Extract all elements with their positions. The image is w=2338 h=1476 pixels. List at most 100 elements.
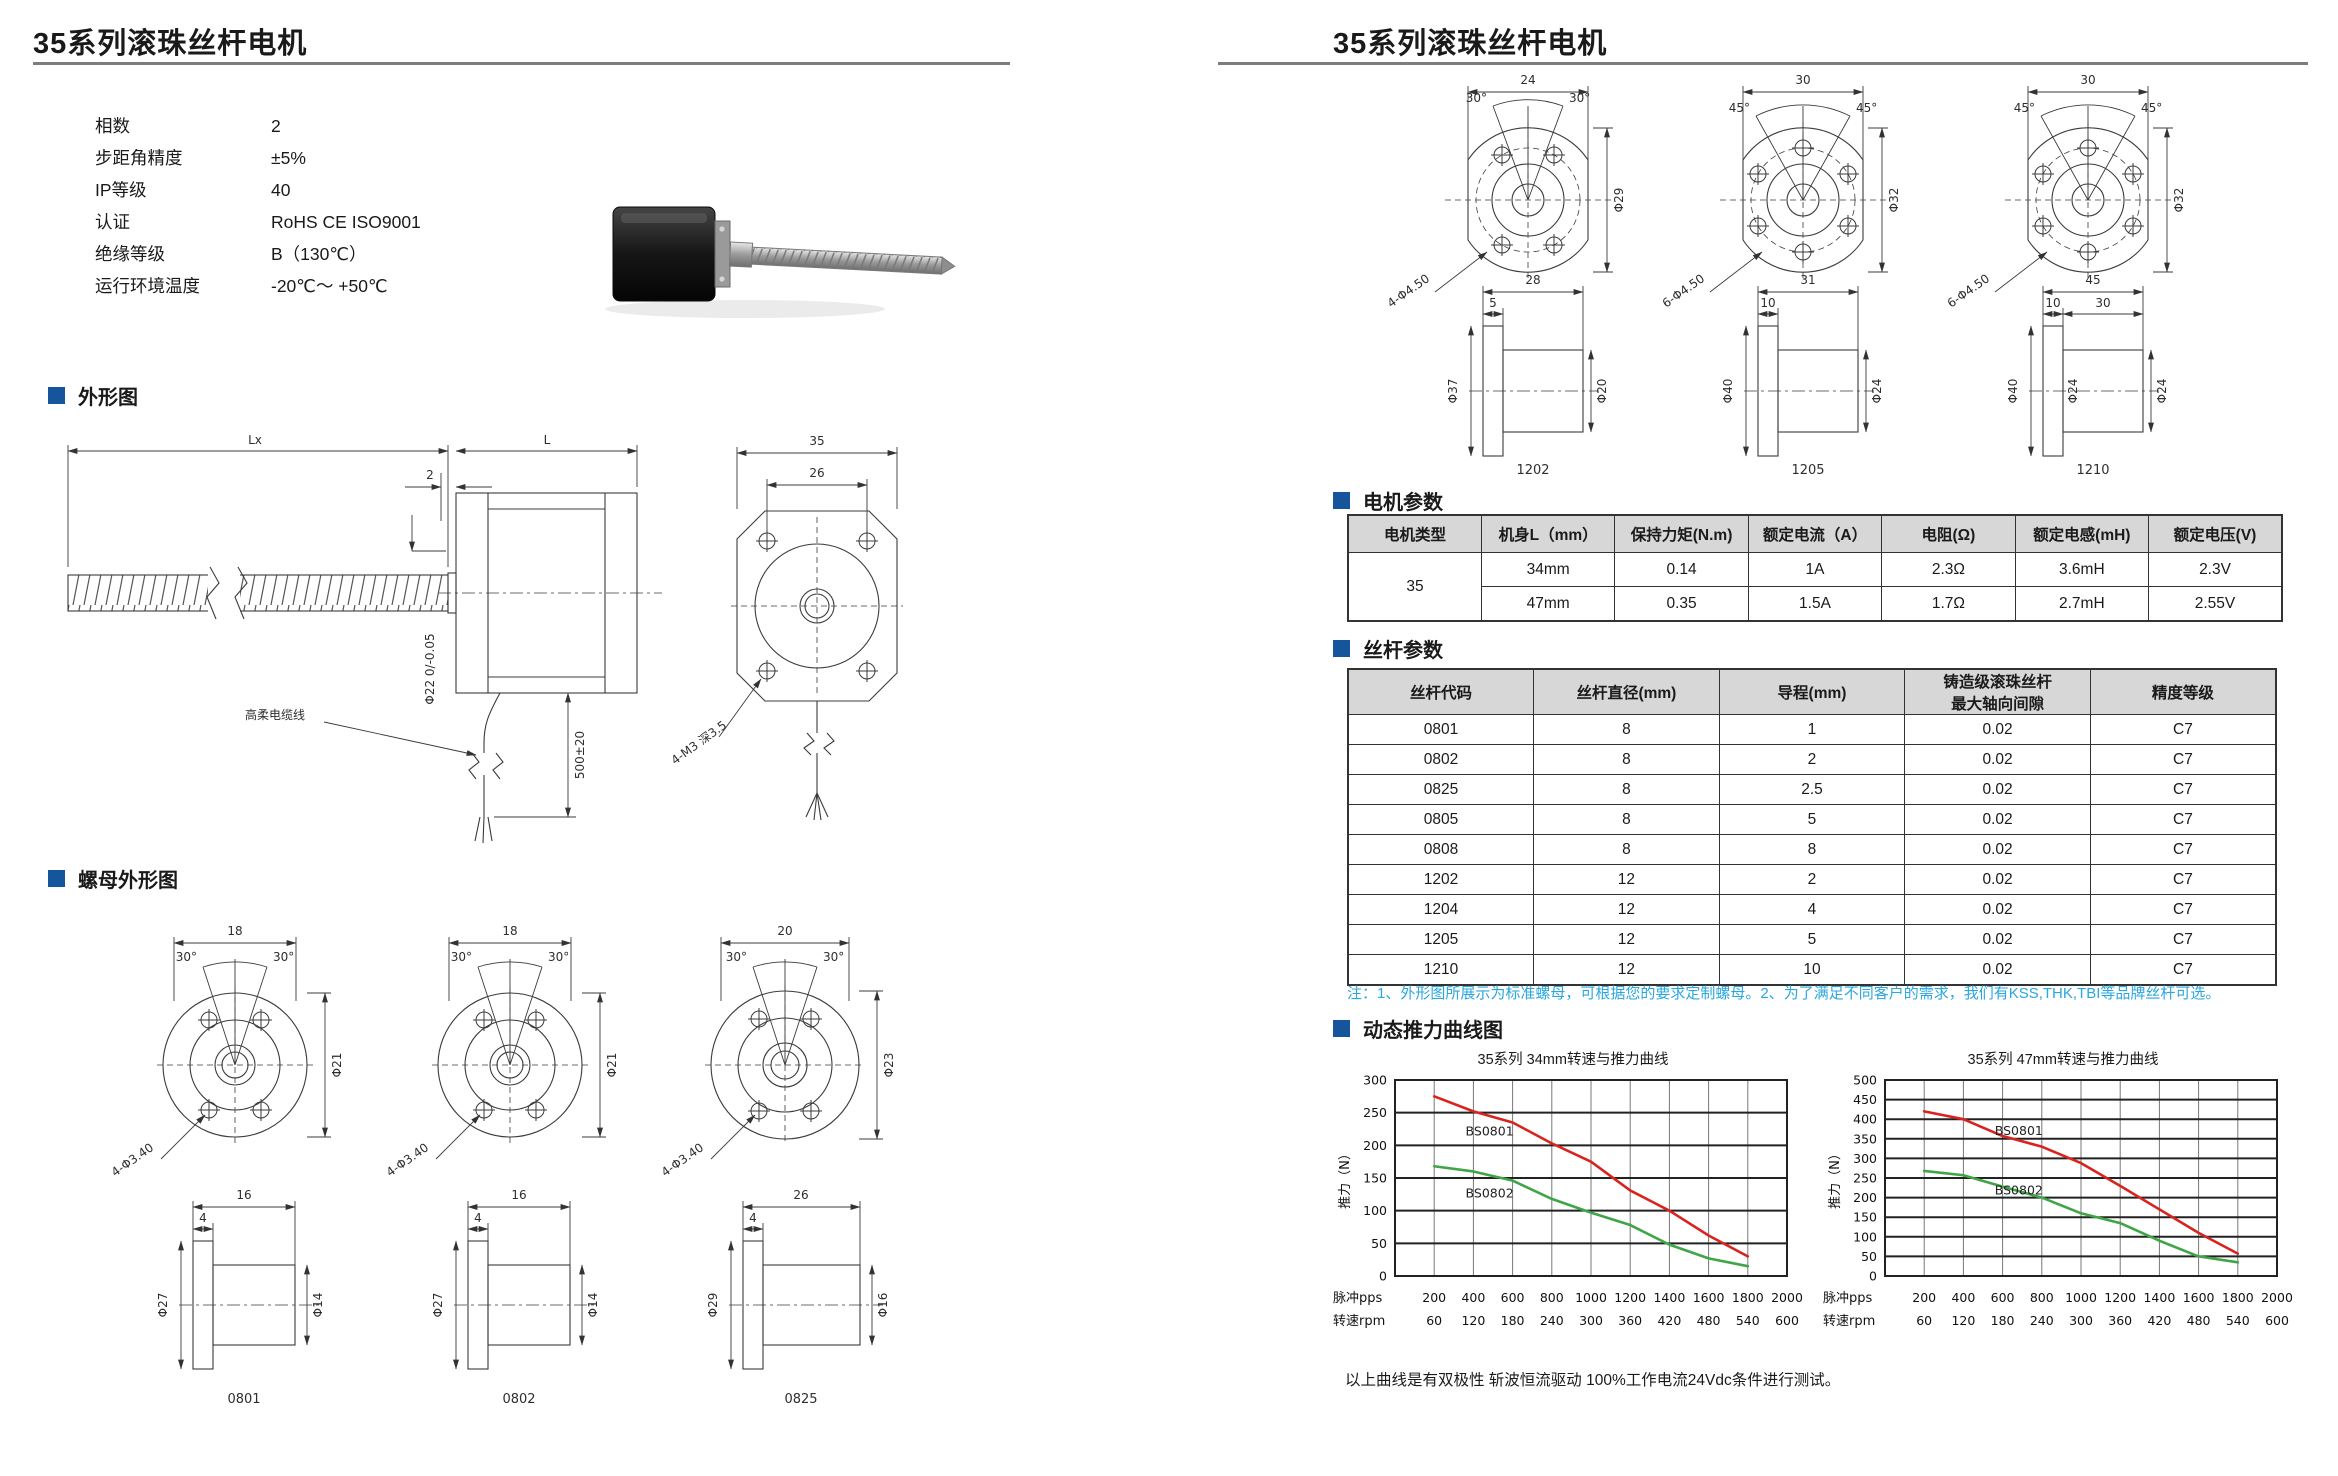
col-header: 额定电感(mH) — [2014, 514, 2150, 553]
col-header: 丝杆直径(mm) — [1533, 668, 1720, 715]
dim-flange-dia: Φ21 — [330, 1053, 344, 1078]
cell: 10 — [1718, 954, 1906, 986]
flange-code: 1210 — [2076, 463, 2109, 478]
nut-code: 0801 — [227, 1392, 260, 1407]
section-label: 外形图 — [78, 387, 138, 409]
dim-angle-right: 30° — [273, 950, 294, 964]
dim-top: 18 — [227, 924, 242, 938]
svg-text:200: 200 — [1363, 1138, 1387, 1153]
svg-text:BS0802: BS0802 — [1995, 1182, 2043, 1197]
chart-title: 35系列 47mm转速与推力曲线 — [1967, 1052, 2159, 1068]
flange-drawing-1205: 30 45° 45° Φ32 6-Φ4.50 31 10 Φ40 Φ24 120… — [1660, 73, 1901, 478]
dim-side-step: 4 — [199, 1211, 207, 1225]
thrust-chart-47mm-plot: 0 50 100 150 200 250 300 350 400 450 500 推力（N） 脉冲pps… — [1823, 1073, 2293, 1330]
dim-top: 24 — [1520, 73, 1535, 87]
dim-angle-left: 45° — [2014, 101, 2035, 115]
spec-row: 相数 2 — [95, 110, 421, 142]
spec-value: RoHS CE ISO9001 — [271, 212, 421, 232]
svg-text:300: 300 — [2069, 1313, 2093, 1328]
cell: 2.3Ω — [1881, 552, 2016, 587]
svg-text:150: 150 — [1363, 1171, 1387, 1186]
cell: 47mm — [1480, 586, 1616, 622]
col-header: 机身L（mm） — [1480, 514, 1616, 553]
cell: C7 — [2089, 714, 2277, 745]
col-header: 保持力矩(N.m) — [1614, 514, 1749, 553]
section-nut-outline: 螺母外形图 — [48, 864, 178, 893]
section-motor-params: 电机参数 — [1333, 486, 1443, 515]
cell: 0825 — [1347, 774, 1535, 805]
svg-text:180: 180 — [1501, 1313, 1525, 1328]
section-label: 螺母外形图 — [78, 870, 178, 892]
svg-text:800: 800 — [2030, 1290, 2054, 1305]
dim-outer-dia: Φ27 — [431, 1293, 445, 1318]
svg-text:1200: 1200 — [1614, 1290, 1646, 1305]
table-row: 0802 8 2 0.02 C7 — [1347, 744, 2277, 775]
section-outline: 外形图 — [48, 381, 138, 410]
dim-top: 20 — [777, 924, 792, 938]
dim-body-dia: Φ14 — [586, 1293, 600, 1318]
svg-text:400: 400 — [1853, 1112, 1877, 1127]
label-holes: 4-Φ3.40 — [109, 1140, 156, 1179]
svg-text:300: 300 — [1579, 1313, 1603, 1328]
dim-body-dia: Φ14 — [311, 1293, 325, 1318]
cell-motor-type: 35 — [1347, 552, 1482, 622]
svg-text:BS0802: BS0802 — [1466, 1186, 1514, 1201]
spec-value: ±5% — [271, 148, 306, 168]
cell: 0.02 — [1904, 924, 2091, 955]
thrust-chart-34mm-plot: 0 50 100 150 200 250 300 推力（N） 脉冲pps 转速rpm 200 60 40… — [1333, 1073, 1803, 1330]
cell: 4 — [1718, 894, 1906, 925]
dim-angle-right: 30° — [823, 950, 844, 964]
title-rule-right — [1218, 62, 2308, 65]
svg-text:540: 540 — [2226, 1313, 2250, 1328]
dim-side-width: 26 — [793, 1188, 808, 1202]
svg-text:100: 100 — [1853, 1229, 1877, 1244]
dim-flange-dia: Φ32 — [1887, 188, 1901, 213]
spec-label: 认证 — [95, 212, 130, 232]
dim-side-width: 45 — [2085, 273, 2100, 287]
note-text: 注：1、外形图所展示为标准螺母，可根据您的要求定制螺母。2、为了满足不同客户的需… — [1347, 985, 2221, 1002]
page-title-left: 35系列滚珠丝杆电机 — [33, 28, 308, 60]
cell: 8 — [1533, 774, 1720, 805]
svg-text:1400: 1400 — [2143, 1290, 2175, 1305]
svg-text:脉冲pps: 脉冲pps — [1333, 1291, 1383, 1306]
svg-text:推力（N）: 推力（N） — [1828, 1147, 1843, 1209]
svg-text:200: 200 — [1422, 1290, 1446, 1305]
dim-outer-dia: Φ37 — [1446, 379, 1460, 404]
svg-text:1000: 1000 — [2065, 1290, 2097, 1305]
label-holes: 6-Φ4.50 — [1660, 271, 1707, 310]
cell: C7 — [2089, 954, 2277, 986]
cell: 0.02 — [1904, 774, 2091, 805]
spec-label: IP等级 — [95, 180, 147, 200]
section-square-icon — [1333, 492, 1350, 509]
flange-drawing-1210: 30 45° 45° Φ32 6-Φ4.50 45 10 30 Φ40 Φ24 … — [1945, 73, 2186, 478]
cell: 8 — [1718, 834, 1906, 865]
spec-value: 40 — [271, 180, 291, 200]
cell: 0.02 — [1904, 804, 2091, 835]
dim-flange-dia: Φ21 — [605, 1053, 619, 1078]
cell: C7 — [2089, 924, 2277, 955]
spec-value: 2 — [271, 116, 281, 136]
dim-front-width: 35 — [809, 434, 824, 448]
svg-text:60: 60 — [1426, 1313, 1442, 1328]
flange-drawing-1202: 24 30° 30° Φ29 4-Φ4.50 28 5 Φ37 Φ20 1202 — [1385, 73, 1626, 478]
cell: 2.5 — [1718, 774, 1906, 805]
spec-label: 运行环境温度 — [95, 276, 200, 296]
svg-text:1000: 1000 — [1575, 1290, 1607, 1305]
svg-text:1800: 1800 — [1732, 1290, 1764, 1305]
svg-text:480: 480 — [2187, 1313, 2211, 1328]
dim-body-dia: Φ20 — [1595, 379, 1609, 404]
cell: 12 — [1533, 894, 1720, 925]
cell: 0.02 — [1904, 834, 2091, 865]
dim-side-step: 4 — [749, 1211, 757, 1225]
dim-side-step: 5 — [1489, 296, 1497, 310]
dim-top: 30 — [1795, 73, 1810, 87]
cell: 1210 — [1347, 954, 1535, 986]
col-header: 导程(mm) — [1718, 668, 1906, 715]
cell: 0802 — [1347, 744, 1535, 775]
spec-value: B（130℃） — [271, 244, 367, 264]
dim-angle-right: 30° — [548, 950, 569, 964]
dim-angle-left: 30° — [726, 950, 747, 964]
cell: 12 — [1533, 924, 1720, 955]
dim-l: L — [544, 433, 551, 447]
label-holes: 4-Φ3.40 — [384, 1140, 431, 1179]
